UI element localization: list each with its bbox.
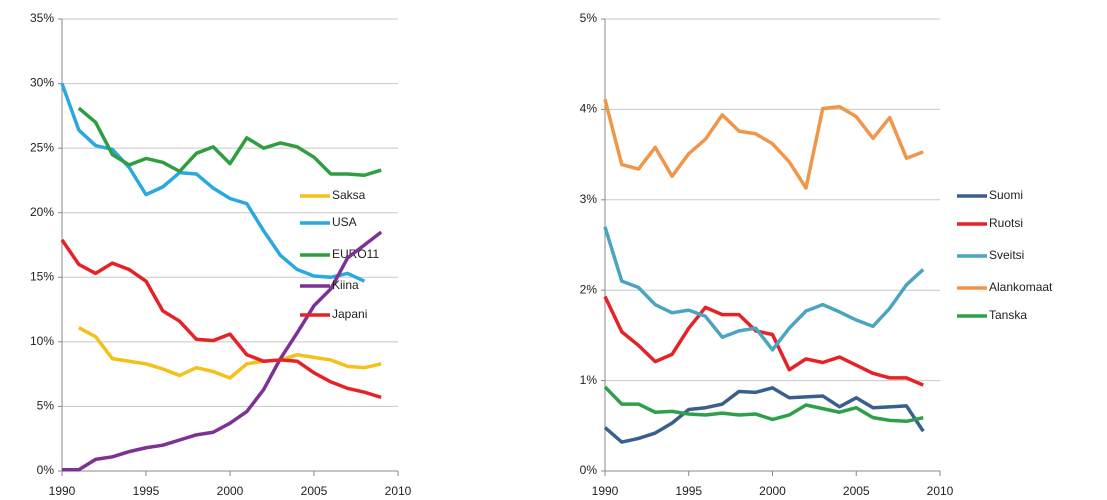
legend-label: Kiina: [332, 278, 359, 292]
y-tick-label: 1%: [580, 373, 598, 387]
y-tick-label: 35%: [30, 11, 54, 25]
x-tick-label: 2000: [759, 484, 786, 498]
y-tick-label: 4%: [580, 102, 598, 116]
x-tick-label: 1995: [133, 484, 160, 498]
y-tick-label: 0%: [580, 463, 598, 477]
series-line: [60, 82, 366, 283]
series-line: [603, 385, 924, 424]
x-tick-label: 2005: [843, 484, 870, 498]
legend-label: USA: [332, 215, 357, 229]
y-tick-label: 10%: [30, 334, 54, 348]
legend-label: Ruotsi: [989, 216, 1023, 230]
series-line: [77, 326, 382, 380]
x-tick-label: 2005: [301, 484, 328, 498]
legend-label: EURO11: [332, 247, 379, 261]
legend-label: Tanska: [989, 308, 1027, 322]
x-tick-label: 1990: [49, 484, 76, 498]
y-tick-label: 0%: [37, 463, 55, 477]
x-tick-label: 1990: [592, 484, 619, 498]
x-tick-label: 1995: [675, 484, 702, 498]
series-line: [603, 99, 924, 190]
y-tick-label: 25%: [30, 140, 54, 154]
x-tick-label: 2010: [385, 484, 412, 498]
y-tick-label: 3%: [580, 192, 598, 206]
legend-label: Saksa: [332, 188, 366, 202]
y-tick-label: 5%: [37, 399, 55, 413]
y-tick-label: 5%: [580, 11, 598, 25]
legend-label: Suomi: [989, 188, 1023, 202]
series-line: [603, 295, 924, 387]
series-line: [60, 238, 382, 400]
legend-label: Sveitsi: [989, 248, 1024, 262]
series-line: [603, 386, 925, 444]
y-tick-label: 2%: [580, 282, 598, 296]
y-tick-label: 30%: [30, 76, 54, 90]
legend-label: Japani: [332, 307, 367, 321]
x-tick-label: 2000: [217, 484, 244, 498]
series-line: [77, 106, 382, 178]
series-line: [62, 230, 383, 472]
series-line: [603, 226, 925, 352]
y-tick-label: 20%: [30, 205, 54, 219]
x-tick-label: 2010: [927, 484, 954, 498]
legend-label: Alankomaat: [989, 280, 1053, 294]
y-tick-label: 15%: [30, 269, 54, 283]
